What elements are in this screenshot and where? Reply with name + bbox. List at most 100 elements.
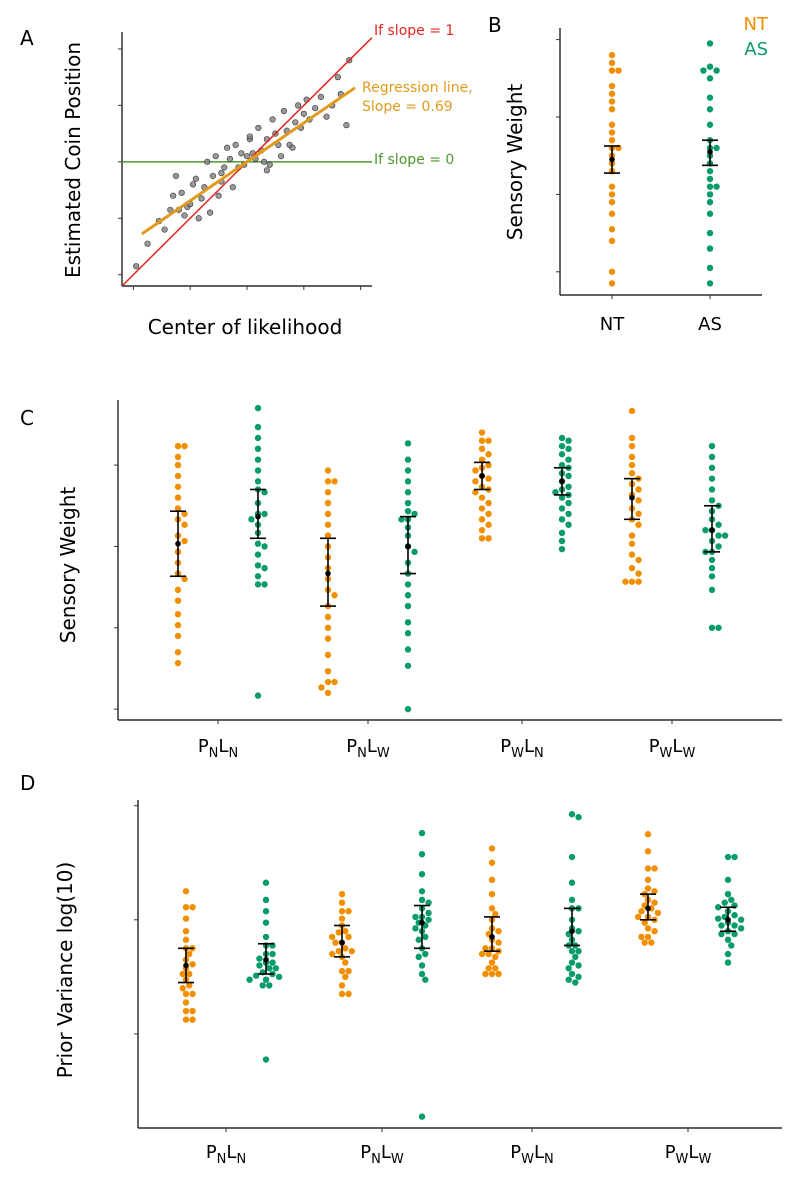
panel-b-point-nt [608, 82, 616, 90]
panel-c-point-nt [174, 442, 182, 450]
panel-c-point-as [558, 434, 566, 442]
category-subscript: W [511, 746, 524, 761]
panel-d-nt-mean-point [489, 934, 495, 940]
panel-d-point-nt [179, 985, 186, 992]
panel-d-point-nt [335, 929, 342, 936]
category-letter: P [206, 1142, 217, 1163]
panel-c-point-nt [472, 467, 479, 474]
panel-b-point-nt [608, 106, 616, 113]
panel-d-point-nt [345, 933, 352, 941]
panel-d-point-as [575, 813, 582, 821]
panel-c-point-as [565, 483, 572, 490]
panel-d-point-as [415, 936, 422, 943]
panel-b-point-nt [608, 51, 616, 59]
panel-d-point-nt [182, 928, 190, 935]
panel-a-point [221, 164, 228, 171]
panel-d-point-nt [492, 953, 499, 961]
panel-d-point-as [731, 930, 738, 938]
panel-b-point-as [713, 144, 720, 152]
panel-c-point-nt [628, 470, 636, 477]
panel-c-point-as [558, 494, 566, 501]
panel-b-nt-mean-point [609, 156, 615, 163]
panel-d-point-as [418, 829, 426, 837]
panel-d-point-nt [182, 990, 190, 998]
panel-b-point-nt [608, 129, 616, 136]
panel-d-point-as [418, 970, 426, 978]
panel-c-point-nt [331, 592, 338, 599]
panel-d-point-as [718, 930, 725, 938]
category-letter: L [218, 736, 228, 757]
category-letter: P [500, 736, 511, 757]
panel-c-point-nt [324, 651, 332, 659]
panel-d-point-nt [651, 865, 658, 872]
panel-d-point-nt [182, 904, 190, 911]
panel-c-point-as [708, 564, 716, 572]
panel-c-point-nt [485, 451, 492, 458]
category-letter: P [346, 736, 357, 757]
category-letter: L [381, 1142, 391, 1163]
panel-b-point-as [706, 191, 714, 198]
panel-d-point-as [256, 955, 263, 962]
panel-d-point-nt [186, 982, 193, 989]
category-letter: L [524, 736, 534, 757]
panel-d-point-nt [495, 970, 502, 978]
panel-a-point [181, 212, 188, 219]
panel-a-xlabel: Center of likelihood [148, 315, 343, 339]
panel-a-point [224, 144, 231, 151]
annotation-regression-line-2: Slope = 0.69 [362, 99, 453, 115]
panel-d-point-as [266, 965, 273, 972]
panel-a-point [232, 141, 239, 148]
panel-d-point-as [262, 896, 270, 904]
panel-c-point-nt [478, 437, 486, 444]
category-subscript: N [228, 746, 238, 761]
panel-d-point-as [269, 950, 276, 958]
panel-b-point-as [713, 183, 720, 190]
panel-c-as-mean-point [255, 513, 261, 520]
panel-a-point [212, 153, 219, 160]
panel-c-nt-mean-point [479, 473, 485, 479]
panel-c-point-as [404, 662, 412, 669]
panel-b-as-mean-point [707, 149, 713, 155]
panel-c-point-as [404, 581, 412, 588]
panel-c-point-nt [485, 521, 492, 528]
panel-c-point-as [715, 532, 722, 539]
panel-a-point [229, 184, 236, 191]
panel-d-point-nt [348, 947, 356, 955]
panel-d-point-nt [638, 933, 645, 941]
panel-b-point-as [706, 264, 714, 272]
panel-c-point-nt [174, 483, 182, 490]
panel-d-point-nt [342, 959, 349, 966]
panel-d-point-nt [338, 982, 346, 989]
panel-d-point-nt [179, 970, 186, 978]
x-category-label: PWLN [500, 736, 543, 761]
panel-d-point-nt [186, 950, 193, 958]
panel-d-point-nt [338, 890, 346, 898]
panel-b-point-nt [608, 280, 616, 287]
panel-d-point-as [262, 933, 270, 941]
x-category-label: PNLN [206, 1142, 246, 1167]
panel-d-point-nt [644, 876, 652, 884]
panel-c-point-as [404, 467, 412, 474]
panel-c-point-as [254, 404, 262, 412]
panel-a-point [192, 175, 199, 182]
panel-d-point-nt [342, 928, 349, 935]
panel-a-point [300, 110, 307, 117]
panel-d-point-nt [338, 967, 346, 975]
panel-b-xtick-nt: NT [600, 314, 625, 335]
panel-c-point-as [565, 521, 572, 528]
panel-a-point [269, 116, 276, 123]
panel-c-point-as [565, 456, 572, 463]
panel-d-point-as [575, 947, 582, 955]
panel-c-point-nt [181, 537, 188, 545]
panel-c-point-as [552, 489, 559, 496]
panel-c-point-nt [485, 437, 492, 444]
x-category-label: PNLW [346, 736, 390, 761]
panel-c-point-as [708, 556, 716, 564]
panel-c-point-nt [628, 407, 636, 415]
panel-c-point-as [404, 619, 412, 626]
annotation-zero-line: If slope = 0 [374, 152, 454, 168]
panel-c-point-nt [628, 442, 636, 450]
panel-d-point-as [412, 913, 419, 921]
panel-d-point-nt [654, 909, 662, 917]
panel-a-point [266, 161, 273, 168]
